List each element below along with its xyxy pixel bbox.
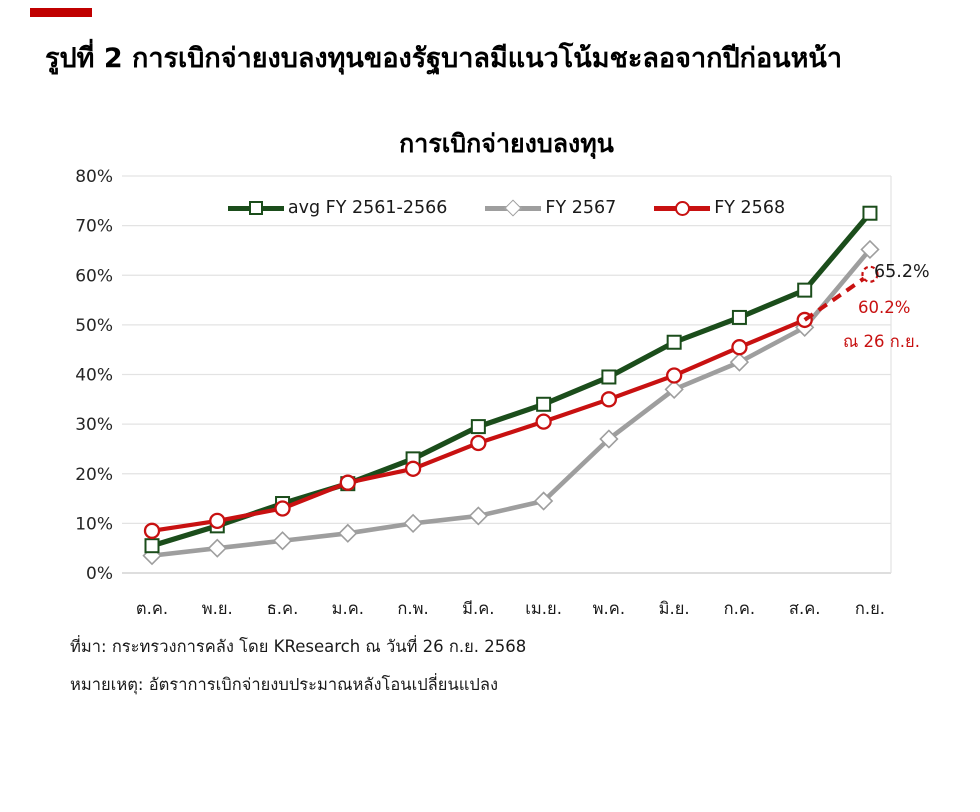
accent-bar	[30, 8, 92, 17]
x-tick-label: ก.พ.	[397, 599, 428, 618]
legend-item-avg-fy2561-2566: avg FY 2561-2566	[227, 198, 448, 218]
x-tick-label: พ.ค.	[593, 599, 625, 618]
legend-item-fy2568: FY 2568	[654, 198, 785, 218]
fy2568-point	[143, 522, 161, 539]
x-tick-label: พ.ย.	[202, 599, 233, 618]
fy2567-point	[338, 523, 358, 543]
y-tick-label: 70%	[75, 217, 113, 237]
fy2568-point	[535, 413, 552, 430]
fy2567-point	[860, 239, 880, 260]
avg-fy2561-2566-point	[536, 396, 552, 412]
fy2567-point	[534, 491, 554, 511]
x-tick-label: ม.ค.	[332, 599, 364, 618]
fy2568-projection-line	[803, 272, 872, 322]
legend-swatch-green	[227, 199, 284, 217]
x-tick-label: ส.ค.	[789, 599, 821, 618]
avg-fy2561-2566-point	[144, 538, 160, 554]
x-tick-label: มี.ค.	[462, 599, 494, 618]
legend-label: FY 2568	[714, 198, 786, 218]
legend-label: FY 2567	[545, 198, 617, 218]
fy2568-point	[731, 339, 748, 356]
avg-fy2561-2566-point	[731, 309, 747, 325]
annotation-as-of-date: ณ 26 ก.ย.	[843, 332, 920, 351]
method-note: หมายเหตุ: อัตราการเบิกจ่ายงบประมาณหลังโอ…	[70, 675, 499, 694]
y-tick-label: 10%	[75, 514, 113, 534]
avg-fy2561-2566-point	[601, 369, 617, 385]
y-tick-label: 80%	[75, 167, 113, 187]
fy2568-point	[274, 500, 291, 517]
legend-swatch-red	[654, 199, 711, 217]
x-tick-label: มิ.ย.	[659, 599, 690, 618]
avg-fy2561-2566-point	[797, 282, 813, 298]
y-tick-label: 30%	[75, 415, 113, 435]
chart-legend: avg FY 2561-2566 FY 2567 FY 2568	[122, 195, 891, 221]
annotation-fy2567-final: 65.2%	[874, 262, 930, 282]
fy2567-line	[149, 247, 873, 558]
fy2567-point	[599, 429, 619, 449]
x-tick-label: ก.ค.	[724, 599, 756, 618]
fy2567-point	[468, 506, 488, 526]
x-tick-label: ธ.ค.	[267, 599, 299, 618]
y-tick-label: 40%	[75, 366, 113, 386]
avg-fy2561-2566-point	[666, 334, 682, 350]
annotation-fy2568-value: 60.2%	[858, 298, 910, 317]
fy2568-point	[470, 434, 487, 452]
chart-title: การเบิกจ่ายงบลงทุน	[399, 129, 614, 158]
figure-title: รูปที่ 2 การเบิกจ่ายงบลงทุนของรัฐบาลมีแน…	[45, 43, 843, 74]
square-marker-icon	[248, 201, 263, 215]
source-note: ที่มา: กระทรวงการคลัง โดย KResearch ณ วั…	[70, 637, 527, 656]
fy2567-point	[272, 531, 293, 551]
fy2568-point	[600, 391, 618, 408]
fy2568-point	[666, 367, 683, 384]
fy2567-point	[207, 538, 227, 558]
avg-fy2561-2566-point	[470, 419, 486, 435]
legend-item-fy2567: FY 2567	[485, 198, 616, 218]
y-tick-label: 60%	[75, 266, 113, 286]
legend-label: avg FY 2561-2566	[287, 198, 448, 218]
fy2568-point	[404, 460, 422, 477]
circle-marker-icon	[674, 200, 690, 216]
legend-swatch-gray	[485, 199, 542, 217]
x-tick-label: ก.ย.	[855, 599, 885, 618]
x-tick-label: ต.ค.	[136, 599, 168, 618]
fy2568-projection-point	[861, 265, 879, 283]
y-tick-label: 0%	[86, 564, 113, 584]
avg-fy2561-2566-line	[149, 210, 873, 549]
fy2567-point	[664, 379, 684, 400]
y-tick-label: 20%	[75, 465, 113, 485]
avg-fy2561-2566-point	[862, 205, 878, 221]
fy2568-point	[209, 512, 226, 530]
fy2567-point	[403, 513, 423, 533]
fy2567-point	[729, 352, 750, 372]
x-tick-label: เม.ย.	[525, 599, 562, 618]
y-tick-label: 50%	[75, 316, 113, 336]
fy2568-point	[339, 474, 356, 491]
